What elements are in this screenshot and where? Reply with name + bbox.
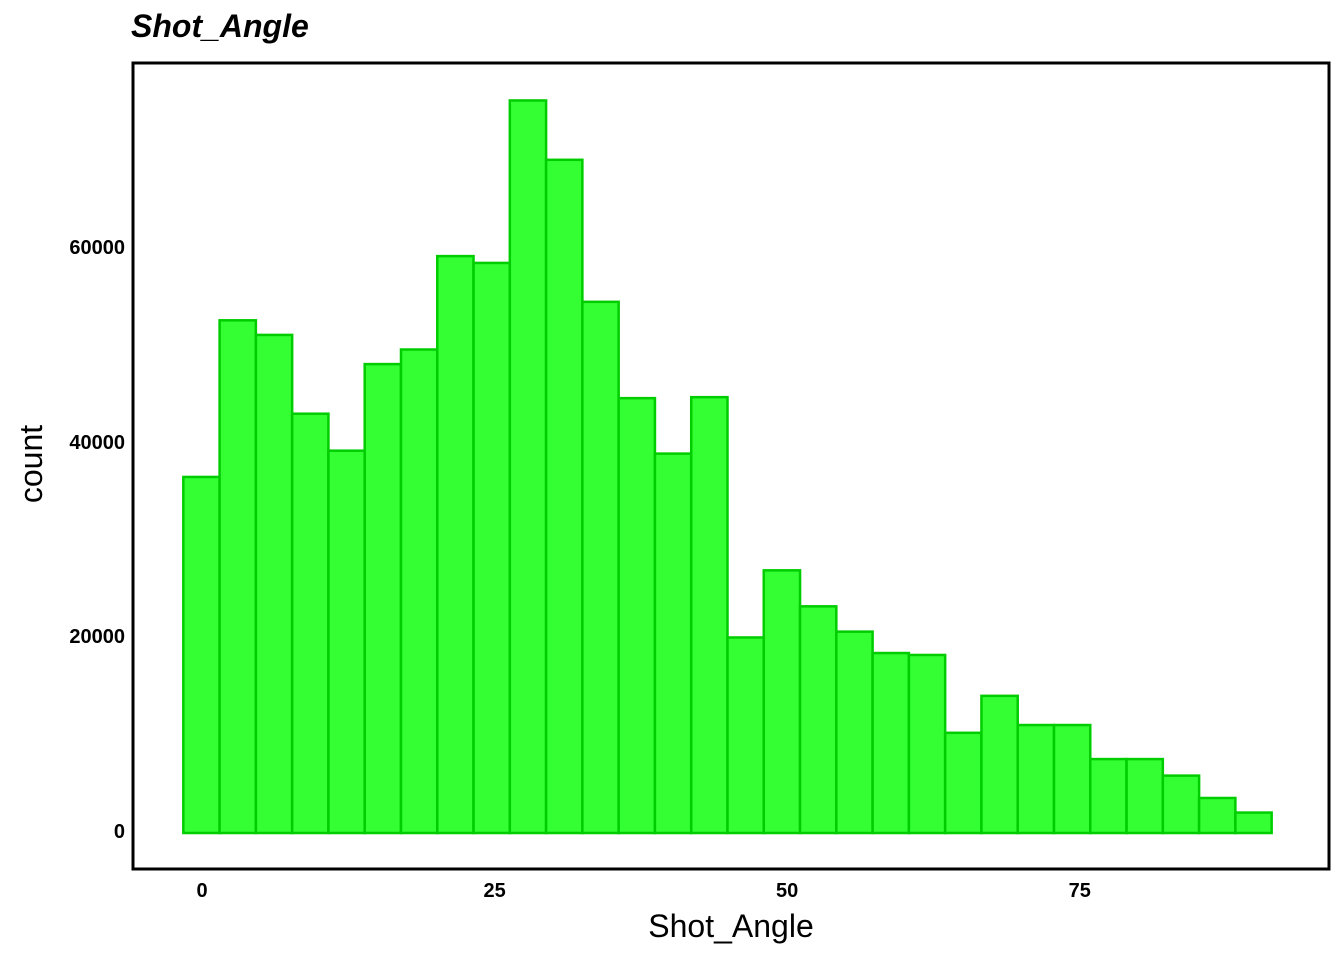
histogram-bar [327, 449, 366, 835]
histogram-bar [254, 333, 294, 835]
histogram-bar [980, 694, 1019, 835]
histogram-bar [218, 319, 258, 835]
histogram-bar [871, 651, 911, 835]
y-tick-label: 0 [113, 821, 125, 843]
histogram-bar [653, 452, 693, 835]
histogram-bar [1089, 757, 1128, 835]
histogram-bar [363, 362, 403, 835]
chart-title: Shot_Angle [131, 8, 309, 44]
histogram-bar [1234, 811, 1273, 835]
histogram-bar [544, 158, 584, 835]
histogram-bar [508, 99, 548, 835]
y-tick-label: 20000 [69, 626, 125, 649]
x-tick-label: 75 [1068, 880, 1091, 902]
panel-border [131, 61, 1331, 871]
histogram-bar [762, 569, 802, 835]
histogram-bar [1125, 757, 1165, 835]
histogram-bar [689, 395, 729, 835]
histogram-bar [907, 653, 947, 835]
histogram-bar [581, 300, 620, 835]
histogram-bar [1197, 796, 1237, 835]
x-tick-label: 50 [776, 880, 799, 902]
histogram-bar [617, 396, 657, 835]
histogram-bar [182, 475, 221, 835]
histogram-bar [1052, 723, 1092, 835]
y-tick-label: 60000 [69, 237, 125, 260]
histogram-bar [436, 254, 475, 835]
y-axis-title: count [13, 424, 49, 504]
x-axis-title: Shot_Angle [648, 908, 814, 944]
y-tick-label: 40000 [69, 431, 125, 454]
histogram-bar [1161, 774, 1201, 835]
histogram-bar [726, 636, 766, 835]
histogram-bar [290, 412, 330, 835]
histogram-bar [798, 605, 838, 835]
x-tick-label: 25 [483, 880, 506, 902]
histogram-bar [1016, 723, 1056, 835]
histogram-bar [835, 630, 874, 835]
histogram-bar [943, 731, 983, 835]
x-tick-label: 0 [196, 880, 208, 902]
histogram-bar [399, 348, 439, 835]
histogram-bar [472, 261, 512, 835]
